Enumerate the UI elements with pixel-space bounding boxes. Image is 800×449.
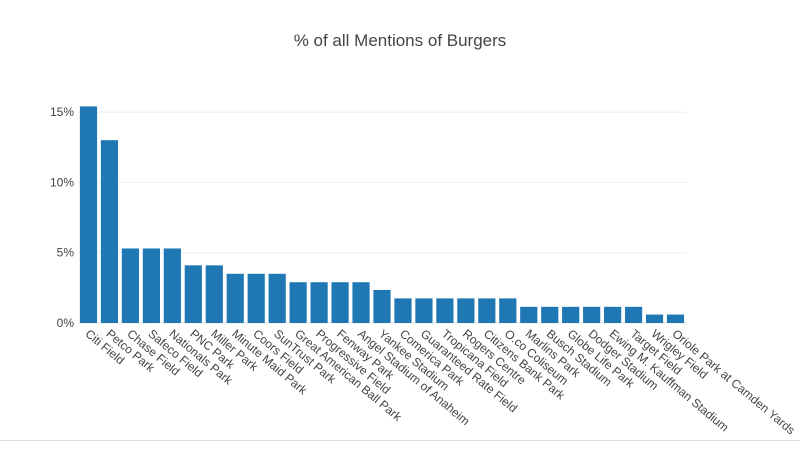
bar[interactable] bbox=[520, 306, 538, 323]
bar[interactable] bbox=[289, 282, 307, 323]
bar[interactable] bbox=[121, 248, 140, 323]
bar[interactable] bbox=[205, 265, 223, 323]
bar[interactable] bbox=[394, 298, 412, 323]
bar[interactable] bbox=[184, 265, 202, 323]
y-tick-label: 15% bbox=[50, 105, 74, 119]
bar[interactable] bbox=[666, 314, 685, 323]
bar[interactable] bbox=[645, 314, 664, 323]
bar[interactable] bbox=[457, 298, 475, 323]
bar[interactable] bbox=[352, 282, 370, 323]
chart-title: % of all Mentions of Burgers bbox=[293, 31, 507, 50]
x-tick-label: Oriole Park at Camden Yards bbox=[670, 327, 798, 438]
bar[interactable] bbox=[604, 306, 622, 323]
bar[interactable] bbox=[499, 298, 517, 323]
bar[interactable] bbox=[163, 248, 181, 323]
bar[interactable] bbox=[142, 248, 160, 323]
bar[interactable] bbox=[583, 306, 601, 323]
bar[interactable] bbox=[226, 273, 244, 323]
y-tick-label: 0% bbox=[57, 316, 75, 330]
bar[interactable] bbox=[310, 282, 328, 323]
bar[interactable] bbox=[79, 106, 98, 323]
y-tick-label: 5% bbox=[57, 246, 75, 260]
bar[interactable] bbox=[562, 306, 580, 323]
bar[interactable] bbox=[100, 140, 119, 323]
bar[interactable] bbox=[624, 306, 643, 323]
bar[interactable] bbox=[541, 306, 559, 323]
bar[interactable] bbox=[331, 282, 349, 323]
bar[interactable] bbox=[415, 298, 433, 323]
bar[interactable] bbox=[478, 298, 496, 323]
bar[interactable] bbox=[268, 273, 286, 323]
bar[interactable] bbox=[436, 298, 454, 323]
y-tick-label: 10% bbox=[50, 175, 74, 189]
bottom-divider bbox=[0, 440, 800, 441]
bar[interactable] bbox=[247, 273, 265, 323]
bar[interactable] bbox=[373, 289, 391, 323]
